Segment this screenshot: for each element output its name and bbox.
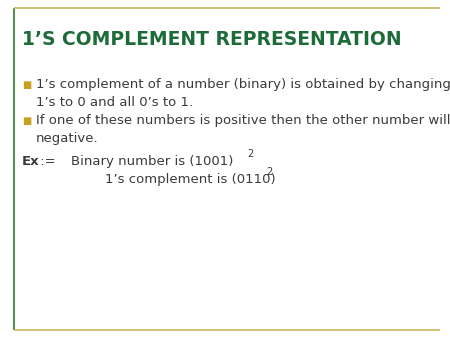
Text: :=: := xyxy=(36,155,56,168)
Text: If one of these numbers is positive then the other number will be: If one of these numbers is positive then… xyxy=(36,114,450,127)
Text: 2: 2 xyxy=(266,167,272,177)
Text: 1’S COMPLEMENT REPRESENTATION: 1’S COMPLEMENT REPRESENTATION xyxy=(22,30,401,49)
Text: 1’s to 0 and all 0’s to 1.: 1’s to 0 and all 0’s to 1. xyxy=(36,96,193,109)
Text: Binary number is (1001): Binary number is (1001) xyxy=(54,155,234,168)
Text: negative.: negative. xyxy=(36,132,99,145)
Text: Ex: Ex xyxy=(22,155,40,168)
Text: 1’s complement of a number (binary) is obtained by changing all: 1’s complement of a number (binary) is o… xyxy=(36,78,450,91)
Text: 1’s complement is (0110): 1’s complement is (0110) xyxy=(54,173,275,186)
Text: ■: ■ xyxy=(22,116,31,126)
Text: ■: ■ xyxy=(22,80,31,90)
Text: 2: 2 xyxy=(247,149,253,159)
